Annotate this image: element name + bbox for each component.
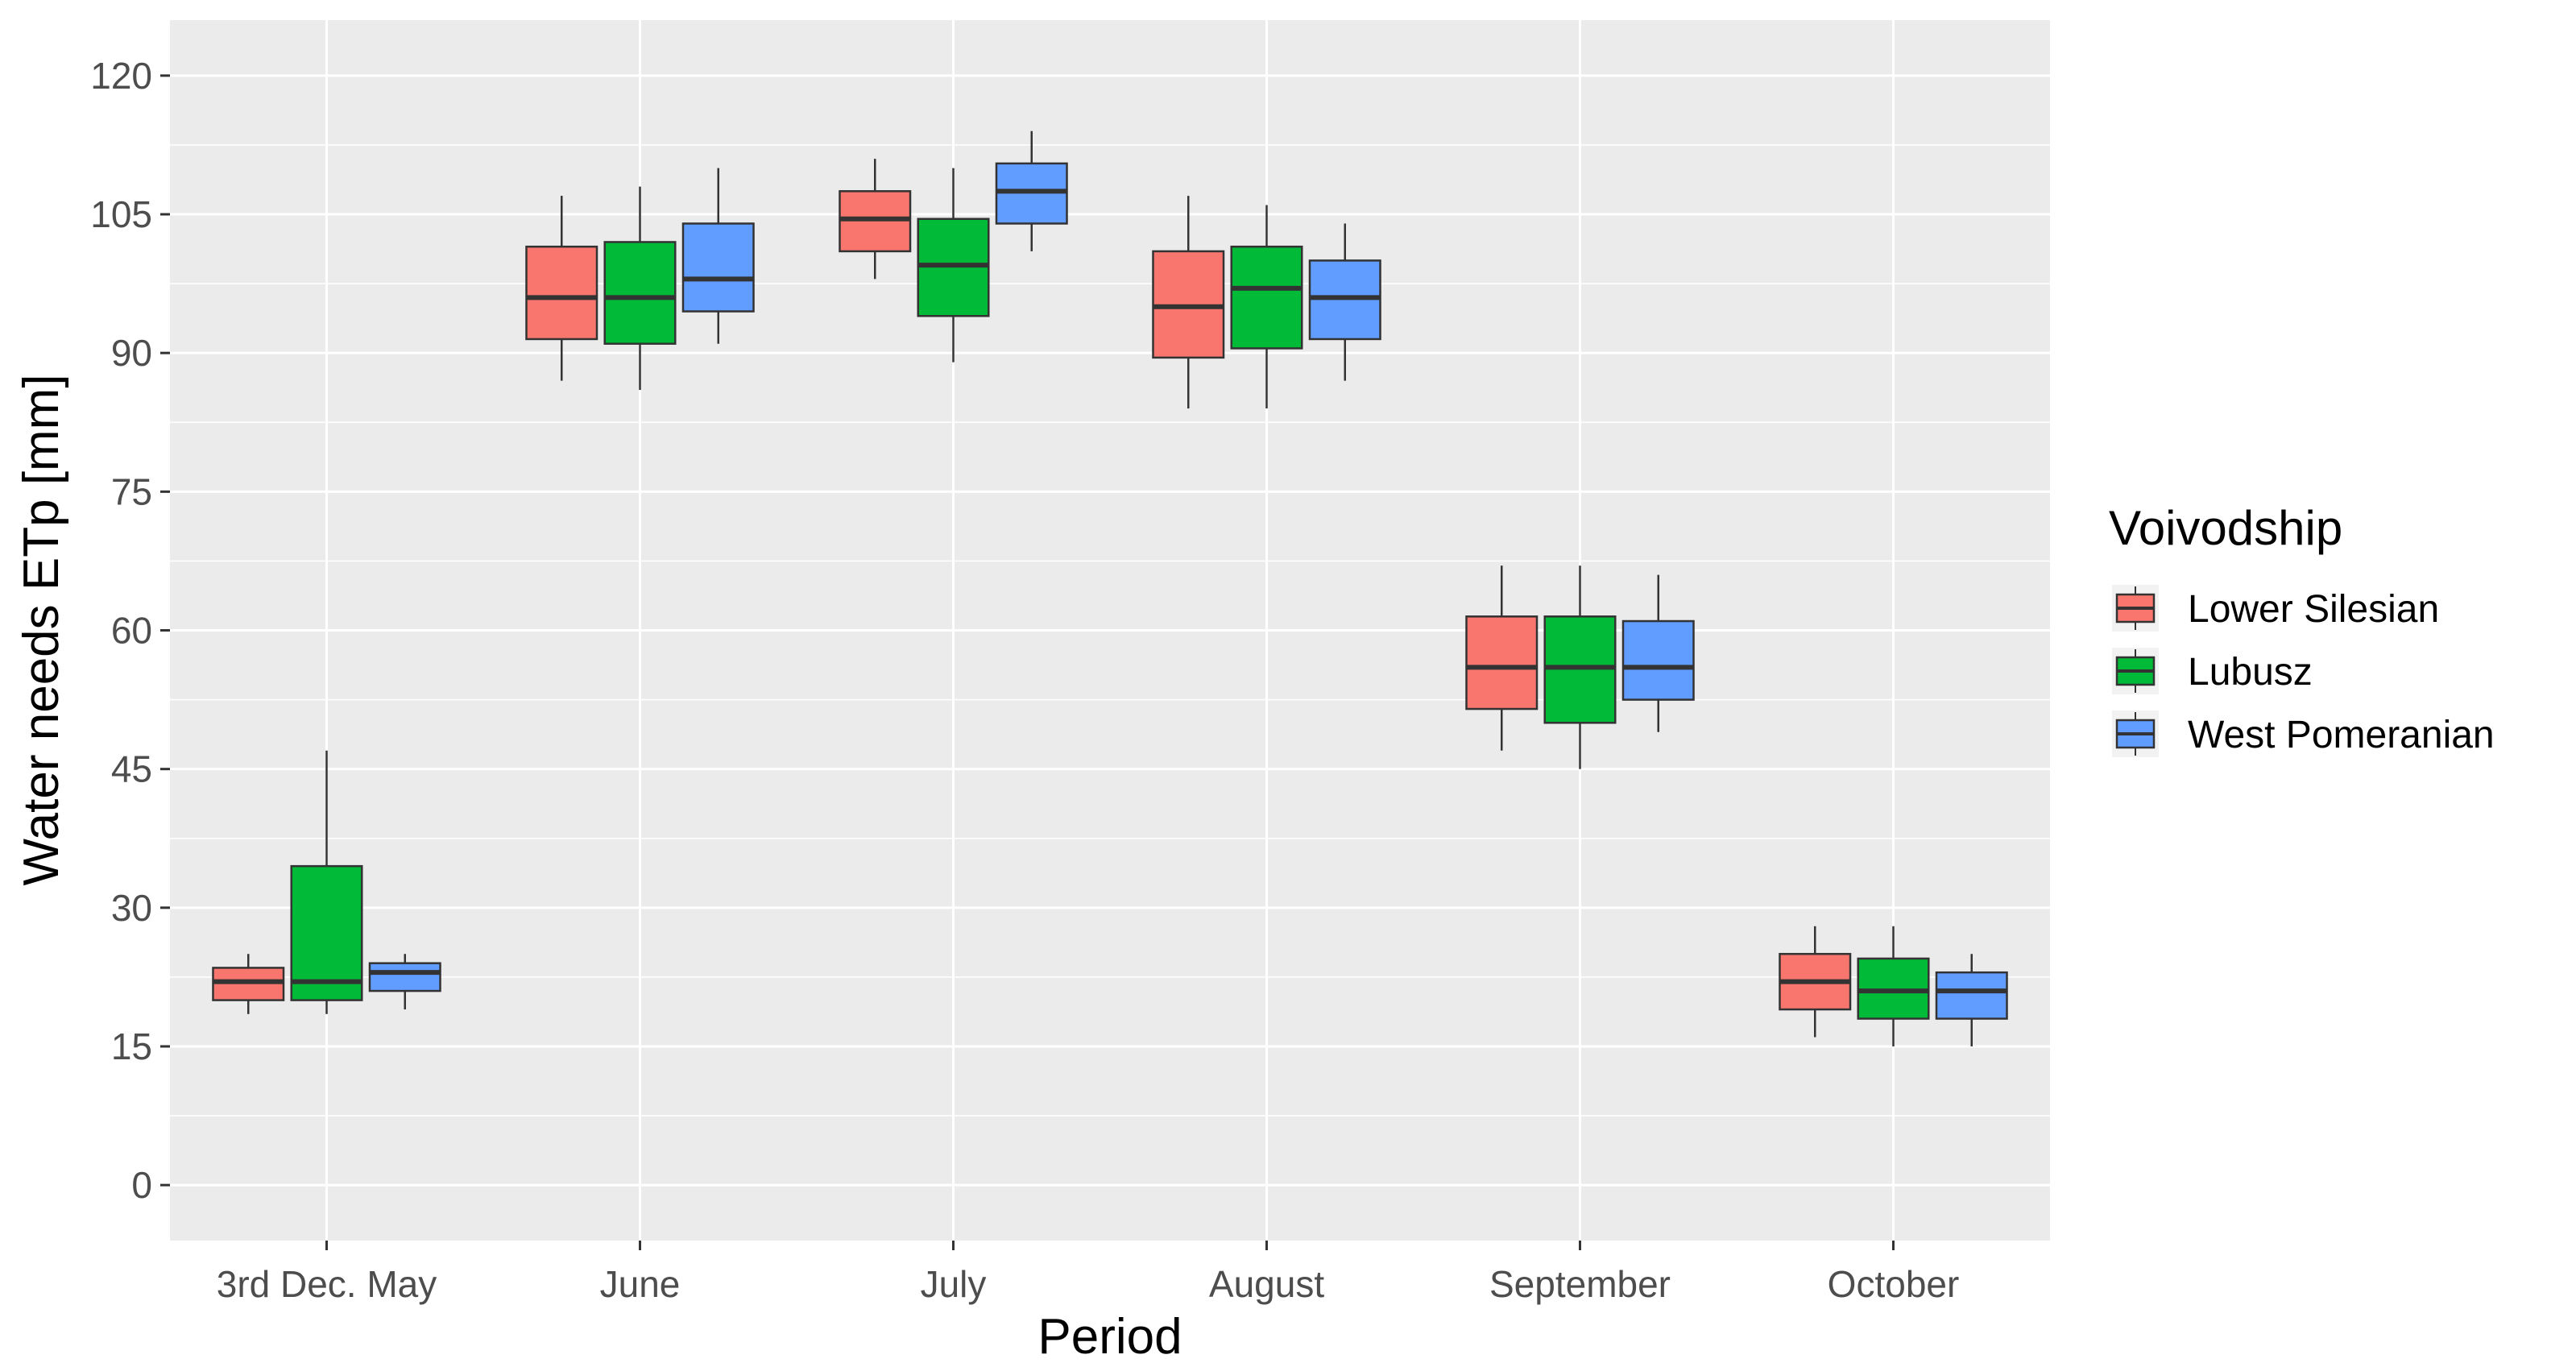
box-body [1935,971,2008,1020]
legend-label: Lubusz [2188,651,2313,694]
box-body [525,245,598,341]
box-4-1 [1543,566,1617,769]
box-1-1 [603,186,677,391]
box-0-1 [290,750,363,1014]
box-layer [212,130,2008,1046]
y-tick-label: 0 [131,1164,152,1206]
box-4-0 [1465,566,1539,751]
box-4-2 [1621,574,1695,732]
box-body [368,962,441,992]
y-tick-label: 45 [111,748,152,790]
y-axis-title: Water needs ETp [mm] [14,374,69,885]
legend: Voivodship Lower Silesian Lubusz West Pome… [2109,501,2495,757]
box-1-2 [681,168,755,344]
box-5-2 [1935,954,2008,1046]
box-1-0 [525,196,598,381]
box-body [1465,615,1539,710]
legend-title: Voivodship [2109,501,2342,555]
legend-label: Lower Silesian [2188,588,2439,631]
box-3-0 [1152,196,1225,409]
y-tick-label: 60 [111,610,152,652]
box-2-1 [917,168,990,362]
box-body [681,222,755,313]
x-tick-label: September [1489,1263,1671,1305]
box-body [1230,245,1303,350]
x-axis: 3rd Dec. May June July August September Octob… [217,1241,1960,1305]
box-2-0 [839,159,912,280]
x-axis-title: Period [1037,1309,1182,1363]
box-body [1621,619,1695,701]
box-5-1 [1857,926,1930,1046]
box-3-1 [1230,205,1303,409]
box-0-0 [212,954,285,1014]
x-tick-label: August [1209,1263,1324,1305]
legend-item: Lubusz [2112,648,2313,694]
box-body [603,241,677,345]
y-tick-label: 30 [111,887,152,929]
box-0-2 [368,954,441,1010]
legend-item: West Pomeranian [2112,710,2495,757]
box-2-2 [995,130,1068,251]
x-tick-label: 3rd Dec. May [217,1263,437,1305]
y-tick-label: 105 [90,193,152,235]
legend-item: Lower Silesian [2112,585,2439,632]
x-tick-label: June [600,1263,681,1305]
box-body [290,864,363,1001]
y-tick-label: 90 [111,332,152,374]
legend-label: West Pomeranian [2188,714,2495,756]
box-3-2 [1308,223,1381,381]
x-tick-label: July [921,1263,987,1305]
box-5-0 [1779,926,1852,1038]
y-axis: 0 15 30 45 60 75 90 105 120 [90,55,170,1206]
y-tick-label: 120 [90,55,152,97]
y-tick-label: 15 [111,1025,152,1067]
x-tick-label: October [1828,1263,1960,1305]
y-tick-label: 75 [111,470,152,512]
